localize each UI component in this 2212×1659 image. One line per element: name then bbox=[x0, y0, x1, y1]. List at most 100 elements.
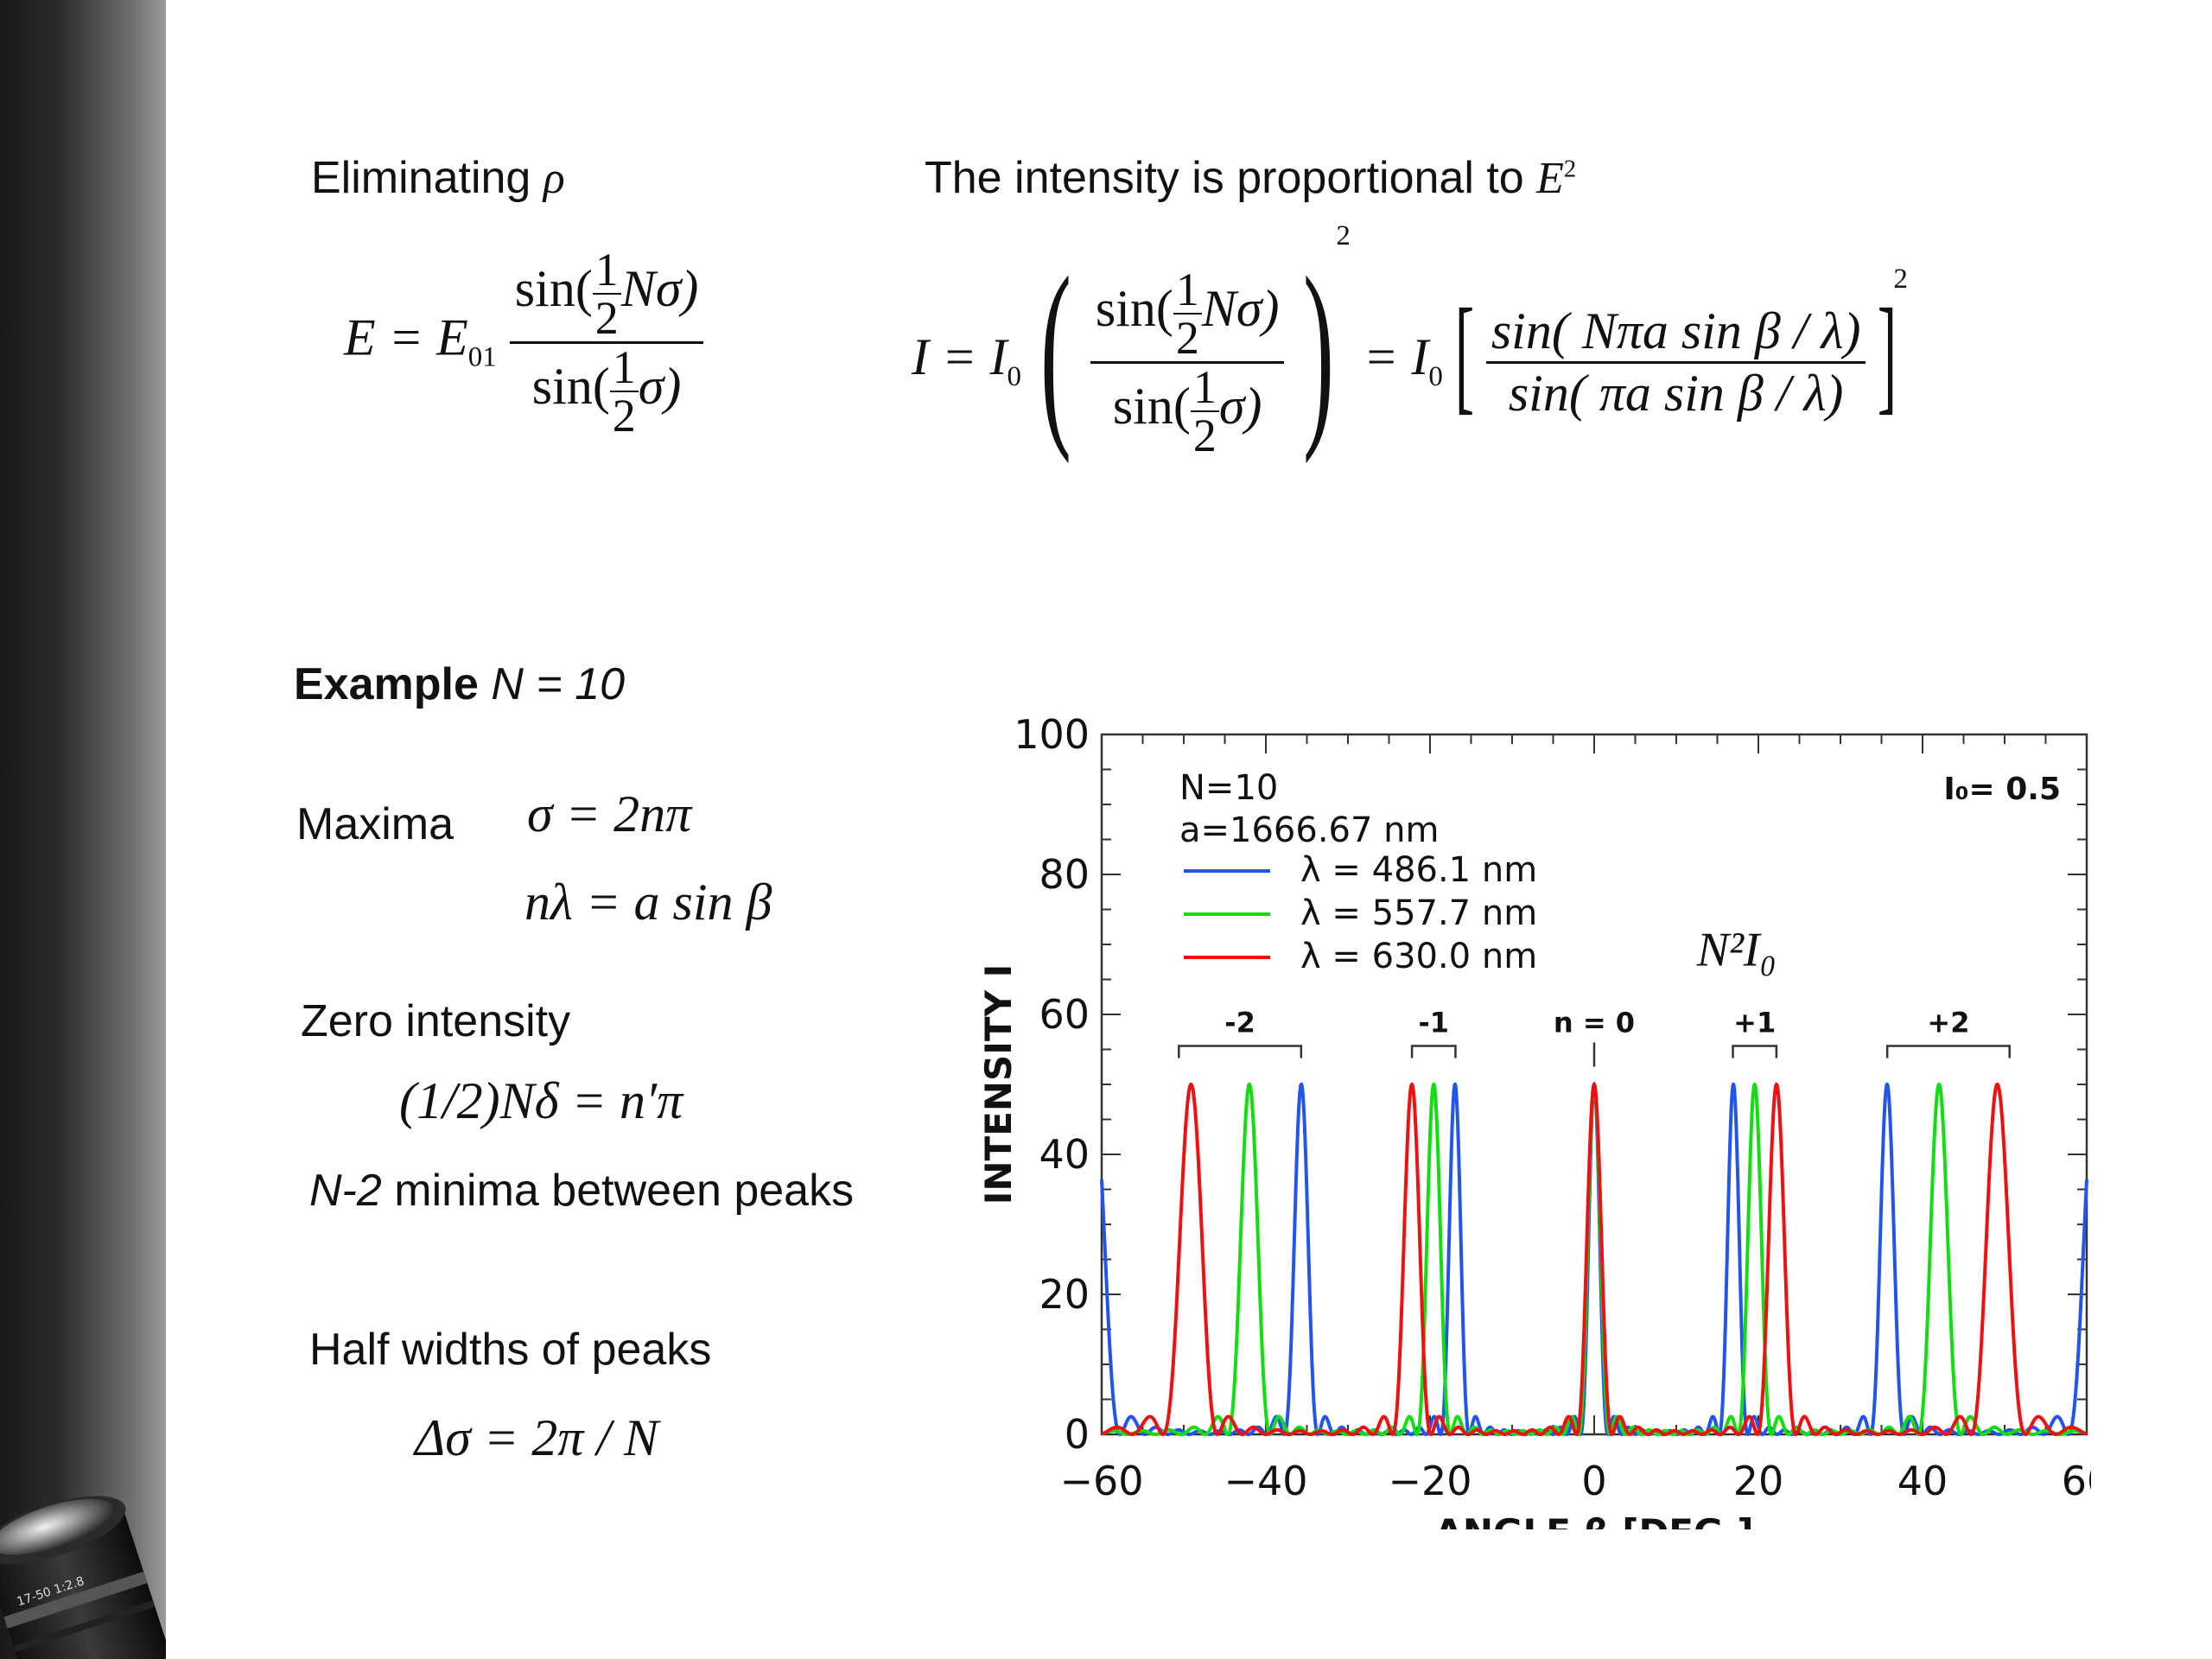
x-tick-label: −20 bbox=[1388, 1458, 1471, 1504]
intensity-power: 2 bbox=[1563, 156, 1577, 183]
den-tail: σ) bbox=[638, 357, 682, 415]
x-axis-label: ANGLE β [DEG.] bbox=[1434, 1511, 1753, 1529]
intensity-chart: −60 −40 −20 0 20 40 60 0 20 40 60 80 100 -2 -1 n = 0 +… bbox=[977, 711, 2091, 1529]
zero-intensity-equation: (1/2)Nδ = n′π bbox=[399, 1072, 683, 1129]
sidebar-decoration: 17-50 1:2.8 bbox=[0, 0, 166, 1659]
e-subscript: 01 bbox=[467, 341, 497, 373]
y-tick-labels: 0 20 40 60 80 100 bbox=[1014, 711, 1090, 1458]
bracket-power: 2 bbox=[1893, 264, 1908, 295]
y-tick-label: 80 bbox=[1039, 851, 1090, 898]
intensity-symbol: E bbox=[1536, 154, 1564, 203]
maxima-equation-2: nλ = a sin β bbox=[524, 874, 772, 931]
x-tick-label: 0 bbox=[1581, 1458, 1606, 1504]
order-label: n = 0 bbox=[1554, 1006, 1635, 1039]
order-label: +2 bbox=[1927, 1006, 1969, 1039]
x-tick-label: 40 bbox=[1897, 1458, 1948, 1504]
x-tick-label: 60 bbox=[2062, 1458, 2091, 1504]
half-num: 1 bbox=[1190, 364, 1219, 412]
y-tick-label: 100 bbox=[1014, 711, 1090, 758]
y-tick-label: 20 bbox=[1039, 1271, 1090, 1318]
den-tail: σ) bbox=[1218, 377, 1262, 435]
x-tick-labels: −60 −40 −20 0 20 40 60 bbox=[1059, 1458, 2091, 1504]
order-label: -1 bbox=[1419, 1006, 1450, 1039]
intensity-fraction: sin(1 2 Nσ) sin(1 2 σ) bbox=[1090, 266, 1285, 459]
bracket-numerator: sin( Nπa sin β / λ) bbox=[1485, 302, 1866, 364]
half-num: 1 bbox=[1173, 266, 1202, 315]
order-bracket bbox=[1410, 1045, 1457, 1058]
x-tick-label: 20 bbox=[1733, 1458, 1784, 1504]
den-sin: sin( bbox=[1112, 377, 1191, 435]
maxima-label: Maxima bbox=[296, 799, 454, 849]
half-den: 2 bbox=[612, 390, 636, 442]
y-tick-label: 60 bbox=[1039, 991, 1090, 1038]
half-den: 2 bbox=[594, 292, 619, 344]
num-tail: Nσ) bbox=[620, 259, 699, 317]
order-label: +1 bbox=[1733, 1006, 1776, 1039]
order-bracket bbox=[1885, 1045, 2011, 1058]
half-num: 1 bbox=[592, 246, 621, 295]
num-sin: sin( bbox=[1095, 279, 1173, 337]
i-lhs: I = I bbox=[912, 328, 1007, 385]
camera-lens-image: 17-50 1:2.8 bbox=[0, 1460, 166, 1659]
field-numerator: sin(1 2 Nσ) bbox=[509, 246, 704, 344]
x-tick-label: −60 bbox=[1059, 1458, 1143, 1504]
example-heading: Example N = 10 bbox=[294, 658, 625, 710]
minima-text: minima between peaks bbox=[394, 1166, 855, 1216]
right-bracket: ] bbox=[1878, 283, 1897, 427]
i0-label: I₀= 0.5 bbox=[1943, 772, 2061, 807]
eq2-lhs: = I bbox=[1363, 328, 1429, 385]
i-subscript-2: 0 bbox=[1428, 361, 1443, 392]
legend-label: λ = 557.7 nm bbox=[1300, 893, 1537, 933]
eliminating-label: Eliminating ρ bbox=[311, 152, 565, 204]
x-tick-label: −40 bbox=[1224, 1458, 1307, 1504]
series-line bbox=[1101, 1082, 2088, 1436]
order-brackets: -2 -1 n = 0 +1 +2 bbox=[1178, 1006, 2011, 1067]
num-tail: Nσ) bbox=[1201, 279, 1280, 337]
info-n: N=10 bbox=[1179, 768, 1278, 808]
minima-n2: N-2 bbox=[309, 1166, 382, 1216]
rho-symbol: ρ bbox=[543, 154, 565, 203]
half-den: 2 bbox=[1192, 409, 1217, 461]
left-paren: ( bbox=[1039, 234, 1071, 465]
half-widths-label: Half widths of peaks bbox=[309, 1325, 712, 1375]
field-fraction: sin(1 2 Nσ) sin(1 2 σ) bbox=[509, 246, 704, 439]
num-sin: sin( bbox=[514, 259, 593, 317]
half-den: 2 bbox=[1175, 311, 1199, 364]
y-axis-label: INTENSITY I bbox=[977, 964, 1020, 1205]
den-sin: sin( bbox=[531, 357, 610, 415]
series-line bbox=[1100, 1081, 2088, 1437]
example-bold: Example bbox=[294, 659, 479, 709]
bracket-fraction: sin( Nπa sin β / λ) sin( πa sin β / λ) bbox=[1485, 302, 1866, 423]
half-widths-equation: Δσ = 2π / N bbox=[415, 1409, 659, 1466]
eliminating-text: Eliminating bbox=[311, 153, 531, 203]
y-tick-label: 40 bbox=[1039, 1131, 1090, 1178]
peak-value-label: N²I₀ bbox=[1696, 923, 1777, 976]
legend-label: λ = 630.0 nm bbox=[1300, 937, 1537, 976]
field-equation: E = E01 sin(1 2 Nσ) sin(1 2 σ) bbox=[344, 246, 704, 439]
info-a: a=1666.67 nm bbox=[1179, 810, 1439, 850]
legend: λ = 486.1 nmλ = 557.7 nm λ = 630.0 nm bbox=[1184, 850, 1537, 976]
minima-note: N-2 minima between peaks bbox=[309, 1165, 854, 1217]
intensity-text: The intensity is proportional to bbox=[925, 153, 1524, 203]
intensity-numerator: sin(1 2 Nσ) bbox=[1090, 266, 1285, 364]
bracket-denominator: sin( πa sin β / λ) bbox=[1508, 364, 1844, 422]
zero-intensity-label: Zero intensity bbox=[301, 996, 571, 1046]
intensity-denominator: sin(1 2 σ) bbox=[1090, 364, 1285, 459]
order-bracket bbox=[1732, 1045, 1778, 1058]
e-lhs: E = E bbox=[344, 308, 468, 366]
legend-label: λ = 486.1 nm bbox=[1300, 850, 1537, 890]
right-paren: ) bbox=[1303, 234, 1335, 465]
left-bracket: [ bbox=[1454, 283, 1475, 427]
half-num: 1 bbox=[609, 344, 639, 392]
y-tick-label: 0 bbox=[1065, 1411, 1090, 1458]
example-n: N = 10 bbox=[491, 659, 625, 709]
series-curves bbox=[1100, 1081, 2088, 1437]
i-subscript: 0 bbox=[1007, 361, 1021, 392]
field-denominator: sin(1 2 σ) bbox=[510, 344, 704, 439]
intensity-proportional-label: The intensity is proportional to E2 bbox=[925, 152, 1576, 204]
order-bracket bbox=[1178, 1045, 1303, 1058]
